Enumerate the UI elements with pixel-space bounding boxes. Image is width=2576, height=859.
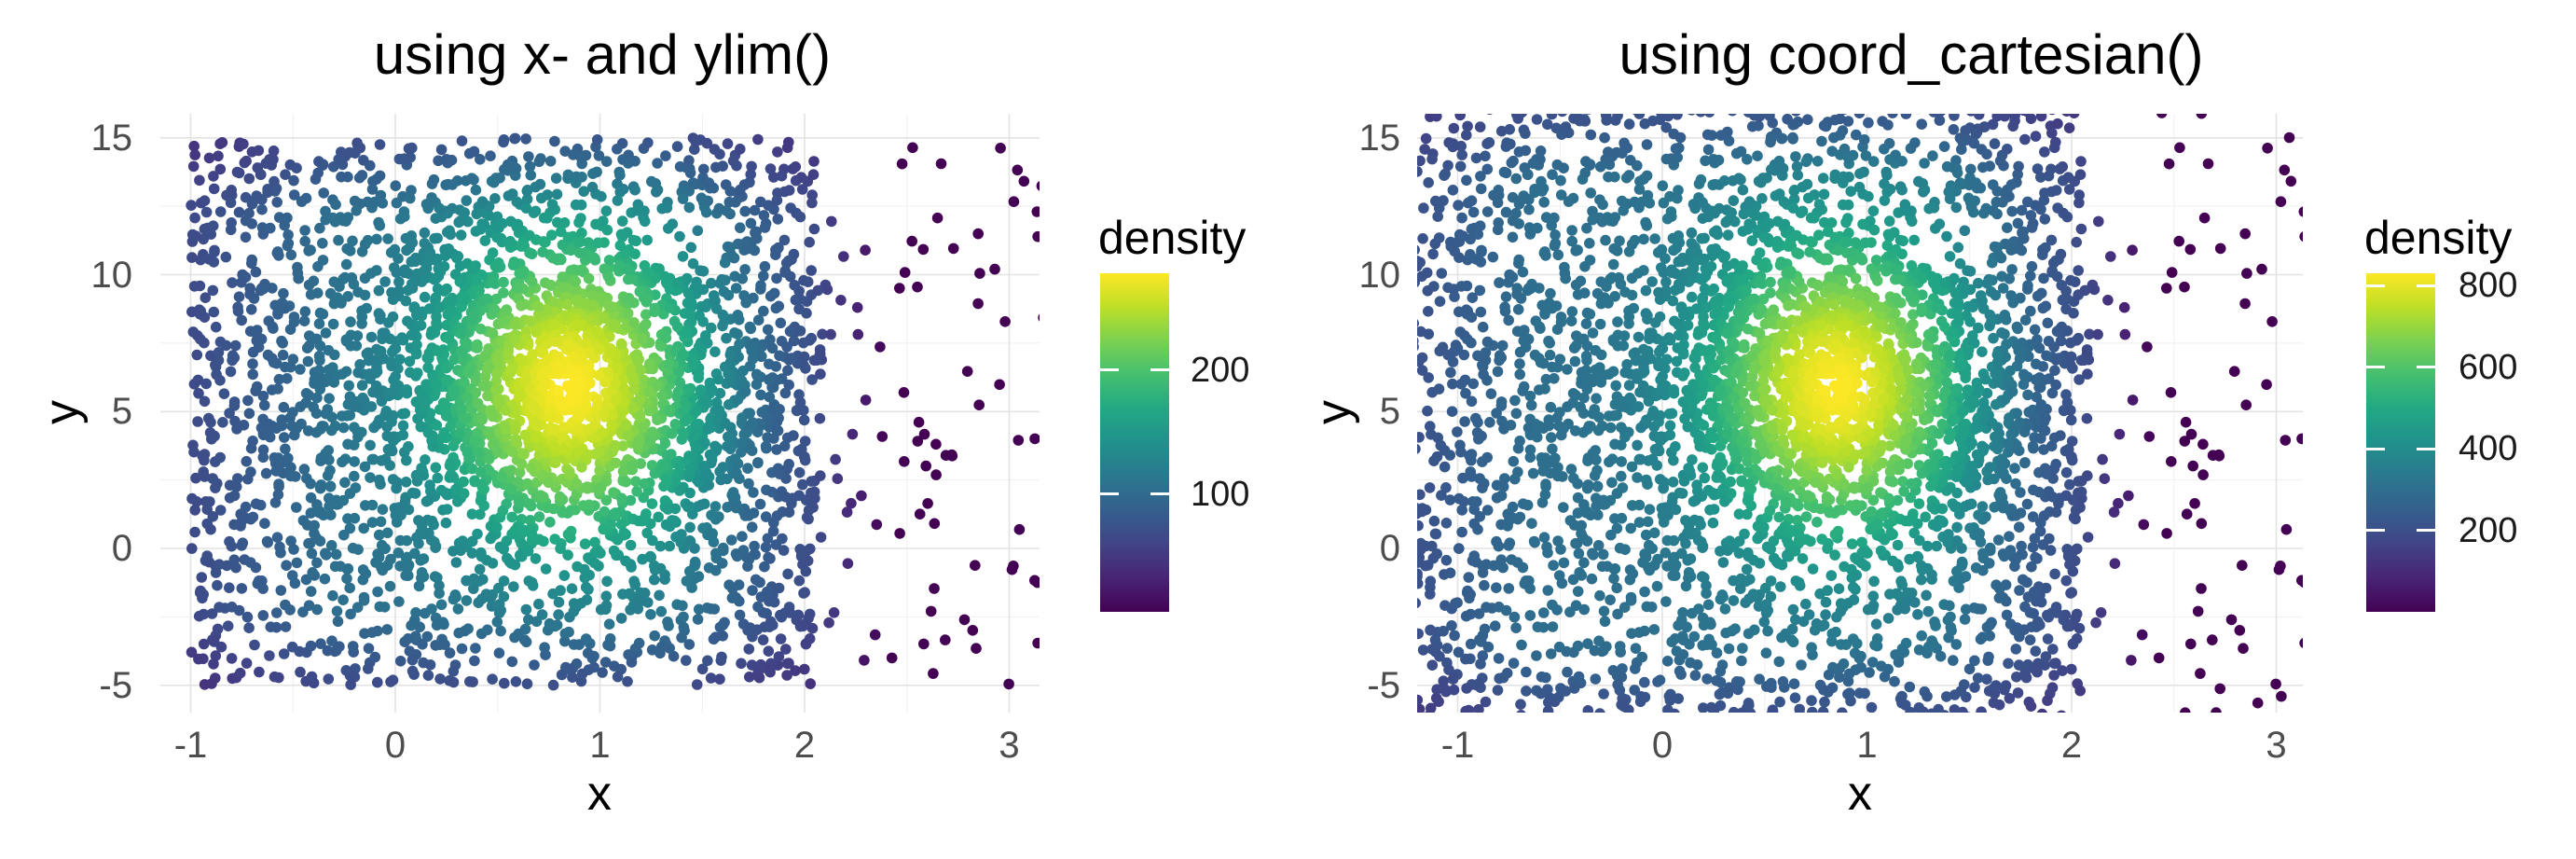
y-tick-label: 5 <box>1379 391 1400 433</box>
legend-tick-label: 100 <box>1191 474 1250 514</box>
legend-tick-label: 800 <box>2459 266 2518 306</box>
legend-tick-mark <box>1100 492 1119 496</box>
legend-tick-label: 200 <box>2459 510 2518 550</box>
x-tick-label: 3 <box>999 725 1020 766</box>
legend-title: density <box>1098 212 1247 264</box>
legend-tick-mark <box>2417 366 2435 369</box>
y-tick-label: 10 <box>90 254 133 296</box>
y-tick-label: 15 <box>1358 117 1401 159</box>
y-tick-label: 15 <box>90 117 133 159</box>
legend-tick-mark <box>2366 447 2385 450</box>
x-tick-label: -1 <box>1440 725 1475 766</box>
scatter-panel <box>1417 114 2303 713</box>
legend-tick-label: 400 <box>2459 429 2518 469</box>
legend-tick-label: 200 <box>1191 350 1250 390</box>
legend-title: density <box>2364 212 2513 264</box>
legend-tick-mark <box>1100 368 1119 372</box>
y-tick-label: -5 <box>1367 664 1400 706</box>
x-axis-title: x <box>587 767 612 821</box>
legend-colorbar <box>2366 273 2435 612</box>
y-tick-label: 5 <box>111 391 132 433</box>
legend-tick-mark <box>1150 492 1169 496</box>
plot-title: using x- and ylim() <box>373 23 832 86</box>
plot-title: using coord_cartesian() <box>1619 23 2204 86</box>
x-axis-title: x <box>1848 767 1872 821</box>
y-tick-label: 0 <box>111 528 132 569</box>
legend-tick-mark <box>2366 284 2385 287</box>
x-tick-label: 2 <box>793 725 816 766</box>
legend-tick-mark <box>2366 529 2385 533</box>
legend-tick-mark <box>2366 366 2385 369</box>
legend-colorbar <box>1100 273 1169 612</box>
x-tick-label: -1 <box>173 725 208 766</box>
legend-tick-label: 600 <box>2459 347 2518 387</box>
x-tick-label: 1 <box>1856 725 1878 766</box>
scatter-panel <box>160 114 1040 713</box>
legend-tick-mark <box>2417 284 2435 287</box>
scatter-points-layer <box>1417 114 2303 713</box>
x-tick-label: 0 <box>1651 725 1674 766</box>
y-tick-label: 0 <box>1379 528 1400 569</box>
x-tick-label: 2 <box>2060 725 2083 766</box>
x-tick-label: 3 <box>2266 725 2287 766</box>
x-tick-label: 0 <box>384 725 406 766</box>
legend-tick-mark <box>2417 529 2435 533</box>
y-tick-label: 10 <box>1358 254 1401 296</box>
legend-tick-mark <box>1150 368 1169 372</box>
legend-tick-mark <box>2417 447 2435 450</box>
y-tick-label: -5 <box>99 664 132 706</box>
scatter-points-layer <box>186 132 1040 691</box>
x-tick-label: 1 <box>589 725 611 766</box>
